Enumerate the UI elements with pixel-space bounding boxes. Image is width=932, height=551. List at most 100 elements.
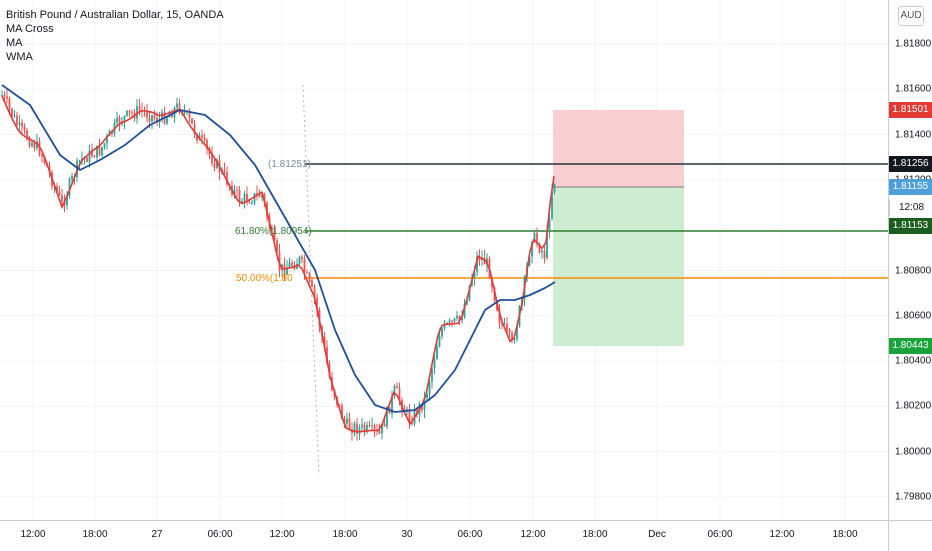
time-tick-label: 06:00 [707, 529, 733, 540]
time-tick-label: 12:00 [269, 529, 295, 540]
candle-body [296, 264, 298, 270]
candle-body [541, 250, 543, 253]
candle-body [66, 195, 68, 206]
indicator-wma[interactable]: WMA [6, 51, 33, 63]
candle-body [433, 359, 436, 369]
candle-body [391, 395, 393, 414]
candle-body [273, 229, 276, 241]
candle-body [91, 150, 93, 157]
time-axis[interactable]: 12:00 18:00 27 06:00 12:00 18:00 30 06:00 12:00 1… [0, 520, 888, 551]
candle-body [546, 230, 548, 258]
indicator-ma[interactable]: MA [6, 37, 23, 49]
chart-legend: British Pound / Australian Dollar, 15, O… [6, 8, 224, 64]
time-tick-label: 18:00 [332, 529, 358, 540]
candle-body [286, 267, 288, 275]
indicator-ma-cross[interactable]: MA Cross [6, 23, 54, 35]
candle-body [213, 163, 216, 168]
candle-body [288, 262, 291, 268]
candle-body [246, 193, 248, 202]
fib-trend-line [302, 84, 320, 476]
candle-body [118, 117, 121, 125]
symbol-title[interactable]: British Pound / Australian Dollar, 15, O… [6, 9, 224, 21]
candle-body [356, 423, 358, 434]
current-price-tag: 1.81155 [889, 179, 932, 195]
candle-body [513, 339, 516, 341]
candle-body [503, 323, 506, 325]
price-tick-label: 1.81800 [895, 38, 932, 50]
candle-body [251, 202, 253, 204]
candle-body [201, 135, 203, 138]
candle-body [476, 256, 478, 272]
price-chart[interactable] [0, 0, 888, 520]
candle-body [533, 232, 536, 242]
candle-body [56, 186, 58, 192]
price-tick-label: 1.80200 [895, 400, 932, 412]
candle-body [548, 218, 551, 231]
stop-loss-zone [553, 110, 684, 187]
candle-body [386, 407, 388, 427]
candle-body [438, 336, 441, 347]
candle-body [148, 117, 151, 122]
candle-body [483, 257, 486, 265]
candle-body [78, 160, 81, 162]
candle-body [308, 272, 311, 281]
candle-body [383, 423, 386, 427]
candle-body [436, 346, 438, 360]
candle-body [428, 381, 431, 395]
candle-body [461, 317, 463, 321]
currency-button[interactable]: AUD [898, 6, 924, 26]
candle-body [103, 143, 106, 147]
candle-body [278, 251, 281, 271]
candle-body [206, 140, 208, 149]
candle-body [196, 133, 198, 141]
price-axis[interactable]: 1.818001.816001.814001.812001.810001.808… [888, 0, 932, 550]
take-profit-zone [553, 187, 684, 346]
candle-body [453, 318, 456, 322]
candle-body [311, 280, 313, 287]
candle-body [478, 256, 481, 261]
candle-body [131, 112, 133, 114]
fib-50-label: 50.00%(1.80 [236, 273, 293, 284]
candle-body [316, 297, 318, 311]
candle-body [128, 110, 131, 113]
candle-body [338, 404, 341, 406]
candle-body [543, 250, 546, 258]
candle-body [183, 111, 186, 114]
candle-body [553, 183, 556, 192]
candle-body [366, 424, 368, 432]
candle-body [538, 243, 541, 253]
candle-body [528, 256, 531, 266]
fib-618-price-tag: 1.81153 [889, 218, 932, 234]
candle-body [353, 423, 356, 434]
candle-body [238, 190, 241, 203]
time-tick-label: 18:00 [582, 529, 608, 540]
candle-body [13, 115, 16, 117]
candle-body [306, 272, 308, 274]
candle-body [326, 347, 328, 364]
candle-body [191, 118, 193, 124]
candle-body [313, 286, 316, 298]
candle-body [93, 156, 96, 158]
candle-body [358, 427, 361, 434]
candle-body [446, 322, 448, 324]
candle-body [11, 108, 13, 117]
candle-body [68, 179, 71, 196]
candle-body [466, 300, 468, 304]
candle-body [361, 424, 363, 428]
candle-body [98, 145, 101, 155]
candle-body [363, 424, 366, 432]
fib-top-price-tag: 1.81256 [889, 156, 932, 172]
chart-area[interactable] [0, 0, 888, 520]
candle-body [123, 115, 126, 123]
candle-body [193, 123, 196, 134]
candle-body [508, 329, 511, 333]
candle-body [153, 115, 156, 119]
candle-body [368, 424, 371, 426]
candle-body [101, 146, 103, 155]
fib-top-label: (1.81251) [268, 159, 311, 170]
candle-body [291, 262, 293, 266]
candle-body [223, 169, 226, 172]
candle-body [423, 398, 426, 411]
candle-body [151, 115, 153, 122]
candle-body [21, 122, 23, 127]
